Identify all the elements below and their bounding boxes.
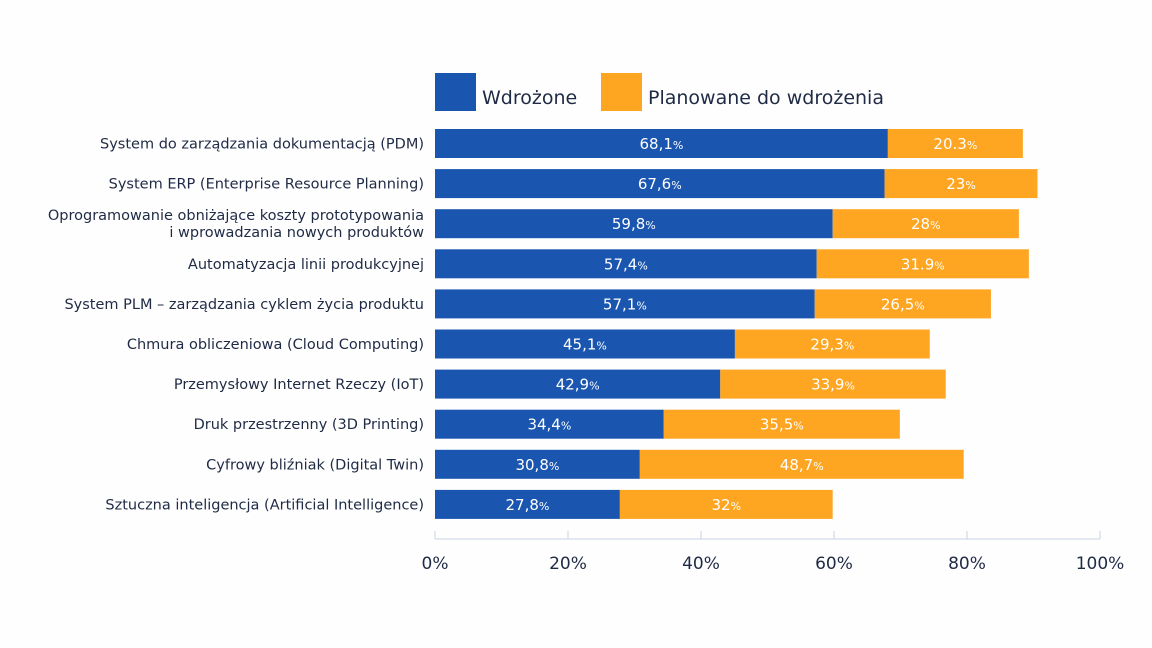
- data-label: 26,5%: [881, 295, 925, 313]
- legend-swatch: [601, 73, 642, 111]
- data-label: 35,5%: [760, 416, 804, 434]
- category-label: Chmura obliczeniowa (Cloud Computing): [127, 337, 424, 353]
- legend-label: Wdrożone: [482, 87, 577, 109]
- category-label: Cyfrowy bliźniak (Digital Twin): [206, 457, 424, 473]
- x-tick-label: 60%: [815, 554, 853, 574]
- bars: 68,1% 20.3% 67,6% 23% 59,8% 28% 57,4% 31.9% 57,1…: [435, 129, 1038, 519]
- bar-planned: [814, 289, 991, 319]
- bar-implemented: [435, 329, 735, 359]
- data-label: 20.3%: [933, 135, 977, 153]
- data-label: 45,1%: [563, 336, 607, 354]
- bar-planned: [720, 369, 946, 399]
- data-label: 30,8%: [515, 456, 559, 474]
- data-label: 42,9%: [556, 376, 600, 394]
- legend-swatch: [435, 73, 476, 111]
- category-label: System do zarządzania dokumentacją (PDM): [100, 137, 424, 153]
- category-label: Przemysłowy Internet Rzeczy (IoT): [174, 377, 424, 393]
- bar-implemented: [435, 409, 664, 439]
- data-label: 67,6%: [638, 175, 682, 193]
- bar-implemented: [435, 369, 721, 399]
- category-label: System PLM – zarządzania cyklem życia pr…: [64, 297, 424, 313]
- bar-planned: [734, 329, 930, 359]
- x-tick-label: 20%: [549, 554, 587, 574]
- category-label: i wprowadzania nowych produktów: [169, 225, 424, 241]
- data-label: 68,1%: [640, 135, 684, 153]
- bar-planned: [884, 169, 1038, 199]
- x-tick-label: 40%: [682, 554, 720, 574]
- legend-label: Planowane do wdrożenia: [648, 87, 884, 109]
- bar-implemented: [435, 169, 885, 199]
- data-label: 23%: [946, 175, 976, 193]
- bar-implemented: [435, 449, 640, 479]
- data-label: 57,1%: [603, 295, 647, 313]
- x-tick-label: 100%: [1076, 554, 1125, 574]
- data-label: 29,3%: [810, 336, 854, 354]
- data-label: 32%: [711, 496, 741, 514]
- category-label: System ERP (Enterprise Resource Planning…: [109, 177, 424, 193]
- category-label: Druk przestrzenny (3D Printing): [194, 417, 424, 433]
- x-tick-label: 80%: [948, 554, 986, 574]
- data-label: 48,7%: [780, 456, 824, 474]
- bar-planned: [619, 489, 833, 519]
- bar-planned: [832, 209, 1019, 239]
- data-label: 28%: [911, 215, 941, 233]
- data-label: 27,8%: [506, 496, 550, 514]
- x-tick-label: 0%: [422, 554, 449, 574]
- data-label: 33,9%: [811, 376, 855, 394]
- x-axis: 0% 20% 40% 60% 80% 100%: [422, 531, 1125, 574]
- bar-planned: [663, 409, 900, 439]
- data-label: 59,8%: [612, 215, 656, 233]
- data-label: 34,4%: [527, 416, 571, 434]
- legend: Wdrożone Planowane do wdrożenia: [435, 73, 884, 111]
- category-label: Automatyzacja linii produkcyjnej: [188, 257, 424, 273]
- bar-implemented: [435, 289, 815, 319]
- bar-planned: [816, 249, 1029, 279]
- data-label: 57,4%: [604, 255, 648, 273]
- bar-planned: [639, 449, 964, 479]
- bar-implemented: [435, 129, 888, 158]
- bar-implemented: [435, 249, 817, 279]
- category-label: Sztuczna inteligencja (Artificial Intell…: [105, 497, 424, 513]
- category-label: Oprogramowanie obniżające koszty prototy…: [48, 208, 424, 224]
- bar-implemented: [435, 209, 833, 239]
- data-label: 31.9%: [901, 255, 945, 273]
- category-labels: System do zarządzania dokumentacją (PDM)…: [48, 137, 424, 514]
- bar-planned: [887, 129, 1023, 158]
- bar-implemented: [435, 489, 620, 519]
